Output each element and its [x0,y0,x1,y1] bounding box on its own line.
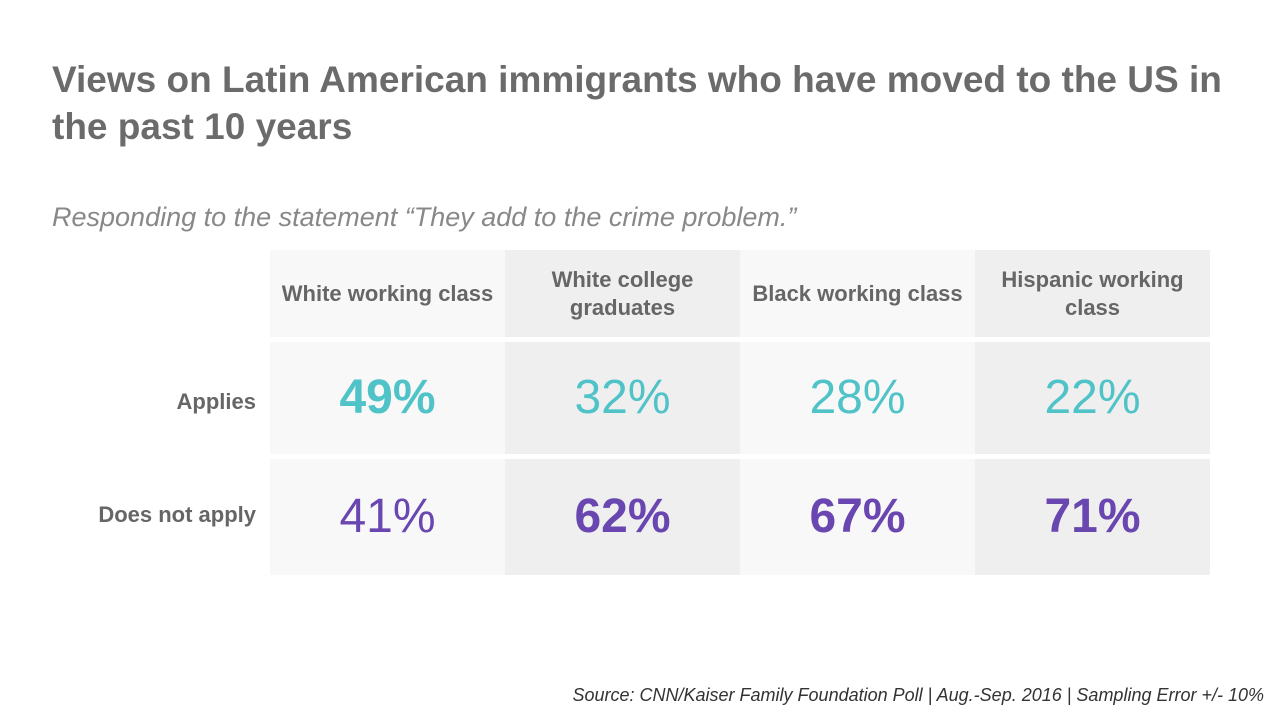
row-label-does-not-apply: Does not apply [98,502,256,527]
value-applies-black-working-class: 28% [740,342,975,454]
source-note: Source: CNN/Kaiser Family Foundation Pol… [572,685,1265,705]
results-table: White working class White college gradua… [270,250,1210,575]
value-does-not-apply-white-working-class: 41% [270,459,505,575]
value-does-not-apply-hispanic-working-class: 71% [975,459,1210,575]
chart-subtitle: Responding to the statement “They add to… [52,202,797,232]
chart-title: Views on Latin American immigrants who h… [52,59,1222,147]
value-applies-hispanic-working-class: 22% [975,342,1210,454]
column-header-hispanic-working-class: Hispanic working class [975,250,1210,337]
value-applies-white-college-graduates: 32% [505,342,740,454]
column-header-white-college-graduates: White college graduates [505,250,740,337]
column-header-black-working-class: Black working class [740,250,975,337]
column-header-white-working-class: White working class [270,250,505,337]
value-does-not-apply-black-working-class: 67% [740,459,975,575]
value-does-not-apply-white-college-graduates: 62% [505,459,740,575]
value-applies-white-working-class: 49% [270,342,505,454]
row-label-applies: Applies [176,389,256,414]
